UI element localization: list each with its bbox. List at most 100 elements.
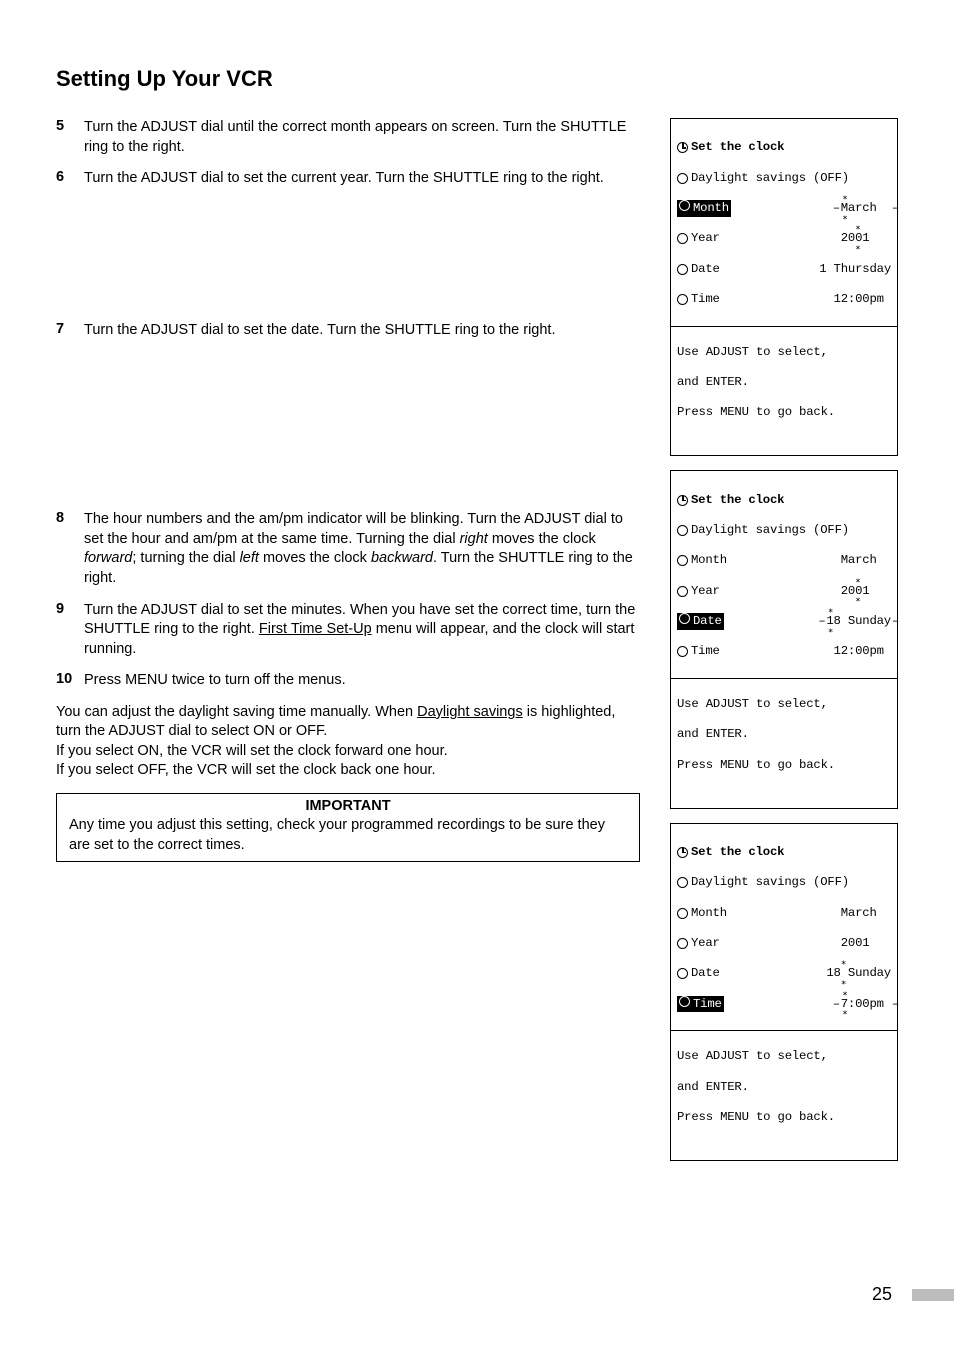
osd-label-time: Time <box>691 644 720 659</box>
osd-value-time: 12:00pm <box>834 644 891 659</box>
bullet-icon <box>677 646 688 657</box>
underline: Daylight savings <box>417 704 523 720</box>
osd-title: Set the clock <box>691 845 784 860</box>
em: forward <box>84 550 132 566</box>
important-body: Any time you adjust this setting, check … <box>69 816 627 855</box>
osd-value-year: 2001 <box>841 584 891 599</box>
text: ; turning the dial <box>132 550 239 566</box>
osd-value-time: 12:00pm <box>834 292 891 307</box>
osd-label-year: Year <box>691 936 720 951</box>
step-number: 7 <box>56 321 84 341</box>
osd-label-month: Month <box>693 201 729 215</box>
text: moves the clock <box>259 550 371 566</box>
osd-title: Set the clock <box>691 140 784 155</box>
osd-label-year: Year <box>691 584 720 599</box>
osd-footer: and ENTER. <box>677 727 749 742</box>
bullet-icon <box>679 996 690 1007</box>
step-number: 10 <box>56 671 84 691</box>
osd-value-month: March <box>841 906 891 921</box>
step-text: Turn the ADJUST dial to set the date. Tu… <box>84 321 555 341</box>
osd-footer: Press MENU to go back. <box>677 1110 835 1125</box>
text: If you select OFF, the VCR will set the … <box>56 762 436 778</box>
em: backward <box>371 550 433 566</box>
bullet-icon <box>677 908 688 919</box>
clock-icon <box>677 142 688 153</box>
step-text: Turn the ADJUST dial until the correct m… <box>84 118 642 157</box>
bullet-icon <box>677 555 688 566</box>
step-text: Press MENU twice to turn off the menus. <box>84 671 346 691</box>
bullet-icon <box>677 586 688 597</box>
bullet-icon <box>677 264 688 275</box>
osd-footer: Press MENU to go back. <box>677 758 835 773</box>
spacer <box>56 201 642 321</box>
osd-value-month: March <box>841 201 891 216</box>
osd-footer: Use ADJUST to select, <box>677 1049 828 1064</box>
step-6: 6 Turn the ADJUST dial to set the curren… <box>56 169 642 189</box>
bullet-icon <box>677 968 688 979</box>
important-box: IMPORTANT Any time you adjust this setti… <box>56 793 640 862</box>
bullet-icon <box>677 938 688 949</box>
step-8: 8 The hour numbers and the am/pm indicat… <box>56 510 642 588</box>
em: left <box>240 550 259 566</box>
important-title: IMPORTANT <box>69 798 627 814</box>
spacer <box>56 352 642 510</box>
osd-footer: Press MENU to go back. <box>677 405 835 420</box>
osd-value-date: 18 Sunday <box>826 614 891 629</box>
osd-value-year: 2001 <box>841 231 891 246</box>
osd-value-year: 2001 <box>841 936 891 951</box>
em: right <box>460 531 488 547</box>
underline: First Time Set-Up <box>259 621 372 637</box>
step-number: 5 <box>56 118 84 157</box>
step-number: 6 <box>56 169 84 189</box>
osd-footer: and ENTER. <box>677 375 749 390</box>
bullet-icon <box>677 173 688 184</box>
step-5: 5 Turn the ADJUST dial until the correct… <box>56 118 642 157</box>
osd-footer: Use ADJUST to select, <box>677 345 828 360</box>
osd-value-date: 1 Thursday <box>819 262 891 277</box>
bullet-icon <box>677 294 688 305</box>
osd-daylight: Daylight savings (OFF) <box>691 523 849 538</box>
left-column: 5 Turn the ADJUST dial until the correct… <box>56 118 642 862</box>
osd-panel-month: Set the clock Daylight savings (OFF) Mon… <box>670 118 898 456</box>
bullet-icon <box>679 613 690 624</box>
osd-label-date: Date <box>691 966 720 981</box>
bullet-icon <box>677 877 688 888</box>
osd-label-time: Time <box>693 997 722 1011</box>
step-number: 8 <box>56 510 84 588</box>
osd-footer: and ENTER. <box>677 1080 749 1095</box>
step-9: 9 Turn the ADJUST dial to set the minute… <box>56 601 642 660</box>
post-paragraph: You can adjust the daylight saving time … <box>56 703 642 781</box>
text: If you select ON, the VCR will set the c… <box>56 743 448 759</box>
osd-value-month: March <box>841 553 891 568</box>
step-10: 10 Press MENU twice to turn off the menu… <box>56 671 642 691</box>
bullet-icon <box>677 233 688 244</box>
osd-footer: Use ADJUST to select, <box>677 697 828 712</box>
step-text: Turn the ADJUST dial to set the current … <box>84 169 604 189</box>
osd-daylight: Daylight savings (OFF) <box>691 171 849 186</box>
osd-label-date: Date <box>691 262 720 277</box>
osd-label-year: Year <box>691 231 720 246</box>
osd-label-date: Date <box>693 614 722 628</box>
page-title: Setting Up Your VCR <box>56 66 900 92</box>
osd-panel-time: Set the clock Daylight savings (OFF) Mon… <box>670 823 898 1161</box>
step-7: 7 Turn the ADJUST dial to set the date. … <box>56 321 642 341</box>
osd-panel-date: Set the clock Daylight savings (OFF) Mon… <box>670 470 898 808</box>
osd-label-month: Month <box>691 906 727 921</box>
osd-label-time: Time <box>691 292 720 307</box>
text: moves the clock <box>488 531 596 547</box>
page-tab <box>912 1289 954 1301</box>
osd-title: Set the clock <box>691 493 784 508</box>
text: You can adjust the daylight saving time … <box>56 704 417 720</box>
page-number: 25 <box>872 1284 892 1305</box>
step-text: The hour numbers and the am/pm indicator… <box>84 510 642 588</box>
osd-value-time: 7:00pm <box>841 997 891 1012</box>
right-column: Set the clock Daylight savings (OFF) Mon… <box>670 118 898 1161</box>
step-number: 9 <box>56 601 84 660</box>
clock-icon <box>677 495 688 506</box>
osd-daylight: Daylight savings (OFF) <box>691 875 849 890</box>
bullet-icon <box>679 200 690 211</box>
osd-label-month: Month <box>691 553 727 568</box>
bullet-icon <box>677 525 688 536</box>
content-row: 5 Turn the ADJUST dial until the correct… <box>56 118 900 1161</box>
osd-value-date: 18 Sunday <box>826 966 891 981</box>
